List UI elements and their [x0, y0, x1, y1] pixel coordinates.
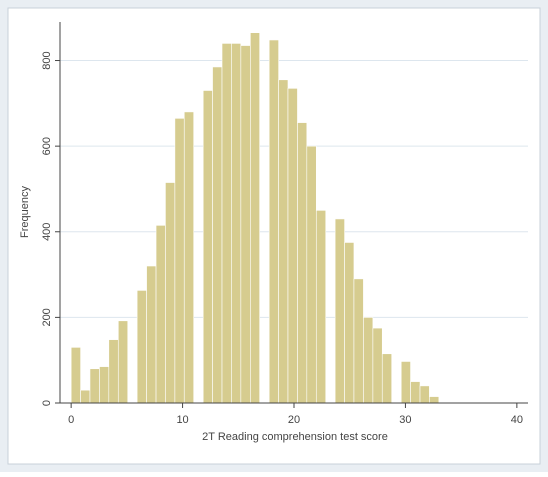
bar	[297, 122, 308, 404]
bar	[250, 32, 260, 404]
bar	[108, 339, 119, 404]
x-tick-label: 0	[68, 414, 74, 426]
x-tick-label: 20	[288, 414, 300, 426]
bar	[70, 347, 81, 404]
bar	[429, 396, 440, 404]
y-axis-label: Frequency	[19, 186, 31, 238]
bar	[400, 361, 411, 404]
y-tick-label: 400	[41, 223, 53, 241]
bar	[146, 265, 157, 404]
bar	[381, 353, 393, 404]
bar	[306, 145, 317, 404]
bar	[89, 368, 100, 404]
bar	[334, 218, 345, 404]
bar	[363, 317, 374, 404]
y-tick-label: 200	[41, 308, 53, 326]
bar	[278, 79, 289, 404]
bar	[240, 45, 251, 404]
bar	[80, 389, 91, 404]
bar	[174, 118, 185, 404]
bar	[372, 327, 383, 404]
bar	[99, 366, 110, 404]
bar	[353, 278, 364, 404]
y-tick-label: 0	[41, 400, 53, 406]
x-tick-label: 30	[399, 414, 411, 426]
bar	[183, 111, 195, 404]
bar	[212, 66, 223, 404]
x-axis-label: 2T Reading comprehension test score	[202, 431, 388, 443]
bar	[155, 225, 166, 404]
bar	[165, 182, 176, 404]
bar	[136, 290, 147, 404]
bar	[268, 39, 279, 404]
bar	[410, 381, 421, 404]
bar	[315, 210, 327, 404]
bar	[202, 90, 213, 404]
bar	[231, 43, 242, 404]
bar	[287, 88, 298, 404]
bar	[117, 320, 129, 404]
bar	[221, 43, 232, 404]
bar	[344, 242, 355, 404]
bar	[419, 385, 430, 404]
y-tick-label: 800	[41, 51, 53, 69]
y-tick-label: 600	[41, 137, 53, 155]
x-tick-label: 10	[176, 414, 188, 426]
x-tick-label: 40	[511, 414, 523, 426]
